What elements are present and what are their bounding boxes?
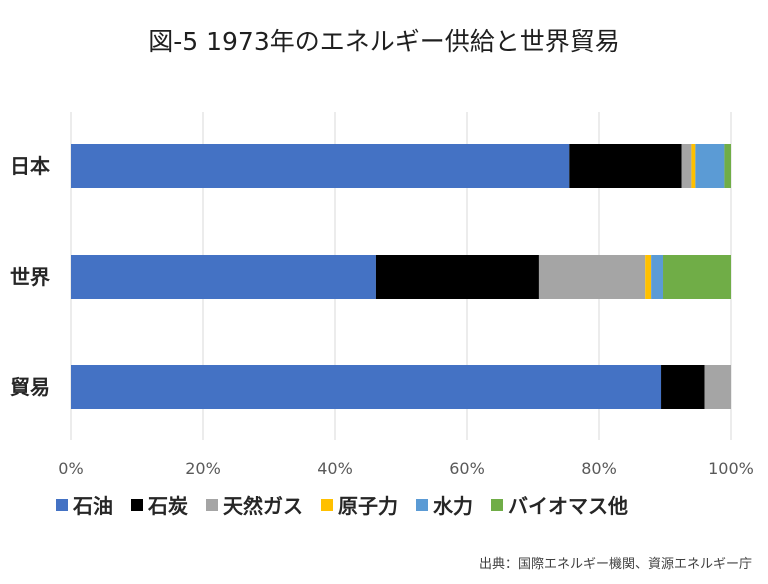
x-tick-label: 20% xyxy=(185,459,221,478)
bar-segment xyxy=(663,255,731,299)
legend-swatch xyxy=(206,498,218,511)
source-note: 出典：国際エネルギー機関、資源エネルギー庁 xyxy=(478,557,752,572)
category-label: 世界 xyxy=(10,265,50,289)
bar-segment xyxy=(71,365,662,409)
bar-segment xyxy=(538,255,646,299)
bar-segment xyxy=(695,144,725,188)
bar-segment xyxy=(569,144,682,188)
legend-swatch xyxy=(416,498,428,511)
category-label: 日本 xyxy=(10,154,50,178)
bar-segment xyxy=(691,144,696,188)
legend-item: 水力 xyxy=(416,490,473,519)
x-tick-label: 100% xyxy=(708,459,754,478)
bar-segment xyxy=(71,255,376,299)
legend-item: 原子力 xyxy=(321,490,398,519)
bar-segment xyxy=(375,255,539,299)
bar-segment xyxy=(645,255,652,299)
legend-item: 天然ガス xyxy=(206,490,303,519)
legend-item: 石炭 xyxy=(131,490,188,519)
legend-label: 石炭 xyxy=(148,494,188,518)
bar-segment xyxy=(724,144,731,188)
bar-segment xyxy=(651,255,664,299)
category-label: 貿易 xyxy=(10,375,50,399)
legend-label: バイオマス他 xyxy=(508,494,628,518)
legend-label: 水力 xyxy=(433,494,473,518)
legend-swatch xyxy=(321,498,333,511)
bar-segment xyxy=(661,365,705,409)
bar-segment xyxy=(681,144,692,188)
chart-title: 図-5 1973年のエネルギー供給と世界貿易 xyxy=(148,27,620,56)
legend-swatch xyxy=(56,498,68,511)
legend-swatch xyxy=(491,498,503,511)
legend-swatch xyxy=(131,498,143,511)
bar-segment xyxy=(71,144,570,188)
x-tick-label: 60% xyxy=(449,459,485,478)
x-tick-label: 80% xyxy=(581,459,617,478)
legend-label: 石油 xyxy=(73,494,113,518)
bar-segment xyxy=(704,365,731,409)
legend-item: 石油 xyxy=(56,490,113,519)
x-tick-label: 0% xyxy=(58,459,83,478)
x-tick-label: 40% xyxy=(317,459,353,478)
legend: 石油 石炭 天然ガス 原子力 水力 バイオマス他 xyxy=(56,490,628,519)
legend-label: 原子力 xyxy=(338,494,398,518)
legend-item: バイオマス他 xyxy=(491,490,628,519)
legend-label: 天然ガス xyxy=(223,494,303,518)
